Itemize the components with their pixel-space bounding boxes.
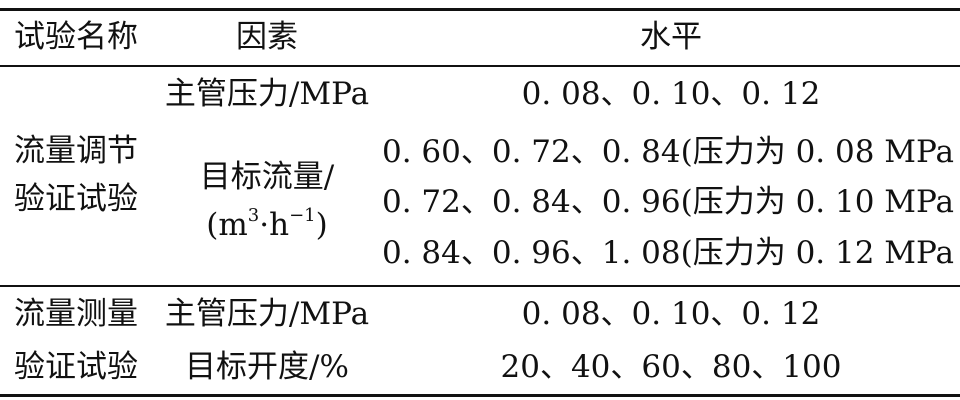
- group2-name-line2: 验证试验: [14, 349, 138, 385]
- group1-factor2-unit: (m3·h−1): [206, 205, 328, 244]
- group1-factor2-name: 目标流量/: [199, 159, 335, 195]
- group2-factor1-level: 0. 08、0. 10、0. 12: [521, 296, 821, 332]
- group1-factor2-label: 目标流量/ (m3·h−1): [152, 148, 382, 254]
- header-test-name: 试验名称: [14, 19, 138, 55]
- header-factor: 因素: [236, 19, 298, 55]
- group2-factor1-label: 主管压力/MPa: [164, 296, 370, 332]
- table-header-rule: [0, 65, 960, 67]
- group2-factor2-level: 20、40、60、80、100: [500, 349, 842, 385]
- group1-factor1-level: 0. 08、0. 10、0. 12: [521, 76, 821, 112]
- group1-factor2-level1: 0. 60、0. 72、0. 84(压力为 0. 08 MPa 时): [382, 134, 960, 170]
- table-group-rule: [0, 285, 960, 287]
- table-top-rule: [0, 8, 960, 11]
- group1-factor1-label: 主管压力/MPa: [164, 76, 370, 112]
- table-bottom-rule: [0, 394, 960, 397]
- group1-name-line1: 流量调节: [14, 133, 138, 169]
- group1-factor2-level3: 0. 84、0. 96、1. 08(压力为 0. 12 MPa 时): [382, 235, 960, 271]
- group1-name-line2: 验证试验: [14, 181, 138, 217]
- group1-test-name: 流量调节 验证试验: [0, 120, 152, 230]
- group2-factor2-label: 目标开度/%: [185, 349, 349, 385]
- group2-name-line1: 流量测量: [14, 296, 138, 332]
- group1-factor2-level2: 0. 72、0. 84、0. 96(压力为 0. 10 MPa 时): [382, 184, 960, 220]
- header-level: 水平: [640, 19, 702, 55]
